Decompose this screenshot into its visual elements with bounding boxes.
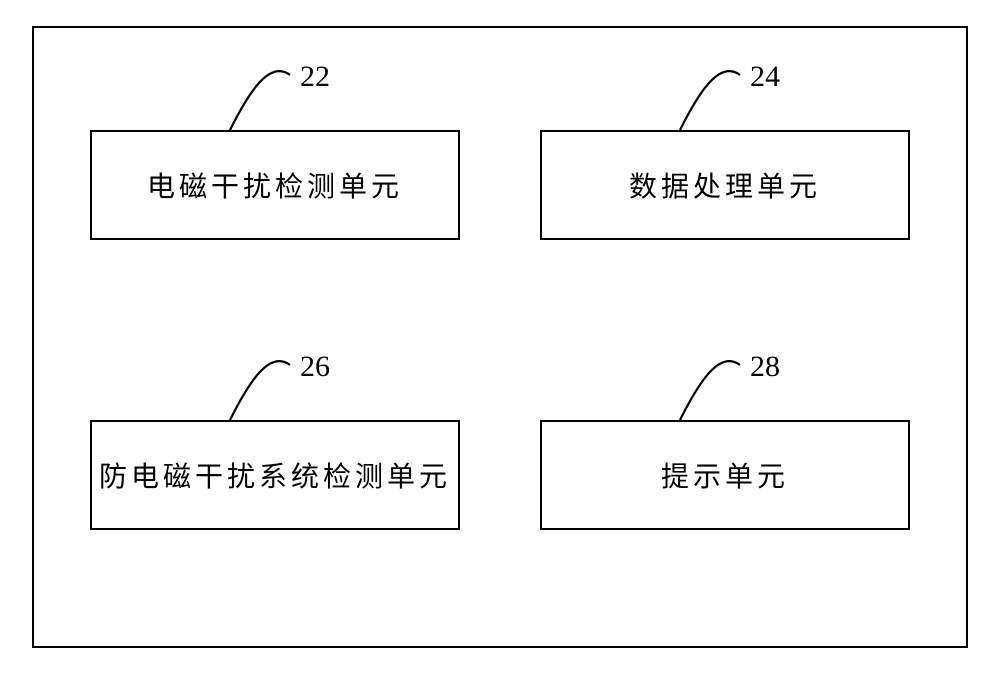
box-prompt-lead bbox=[0, 0, 1000, 675]
